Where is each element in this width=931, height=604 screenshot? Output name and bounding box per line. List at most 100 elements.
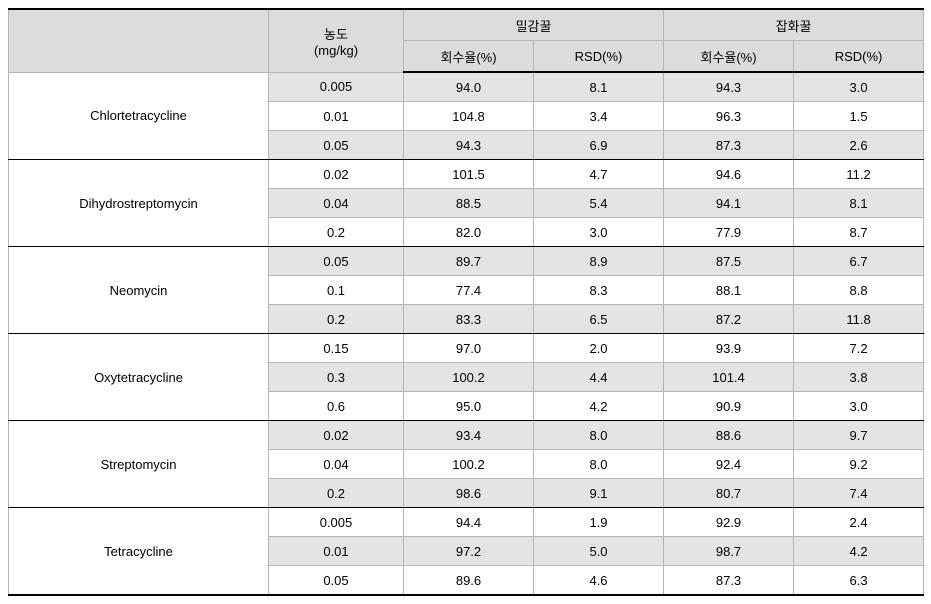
compound-name: Chlortetracycline xyxy=(9,72,269,160)
cell-rsd-2: 8.1 xyxy=(794,189,924,218)
cell-rsd-2: 11.2 xyxy=(794,160,924,189)
compound-name: Oxytetracycline xyxy=(9,334,269,421)
cell-rsd-2: 11.8 xyxy=(794,305,924,334)
cell-recovery-1: 97.2 xyxy=(404,537,534,566)
cell-rsd-2: 3.8 xyxy=(794,363,924,392)
cell-recovery-1: 77.4 xyxy=(404,276,534,305)
cell-recovery-2: 94.3 xyxy=(664,72,794,102)
cell-recovery-2: 98.7 xyxy=(664,537,794,566)
cell-concentration: 0.05 xyxy=(269,566,404,596)
cell-rsd-2: 6.3 xyxy=(794,566,924,596)
cell-concentration: 0.6 xyxy=(269,392,404,421)
cell-recovery-2: 80.7 xyxy=(664,479,794,508)
recovery-table: 농도 (mg/kg) 밀감꿀 잡화꿀 회수율(%) RSD(%) 회수율(%) … xyxy=(8,8,924,596)
cell-concentration: 0.2 xyxy=(269,218,404,247)
cell-recovery-2: 96.3 xyxy=(664,102,794,131)
cell-rsd-1: 8.0 xyxy=(534,421,664,450)
cell-rsd-1: 6.5 xyxy=(534,305,664,334)
cell-concentration: 0.15 xyxy=(269,334,404,363)
cell-recovery-1: 82.0 xyxy=(404,218,534,247)
cell-concentration: 0.005 xyxy=(269,72,404,102)
cell-recovery-2: 90.9 xyxy=(664,392,794,421)
cell-concentration: 0.1 xyxy=(269,276,404,305)
cell-rsd-2: 1.5 xyxy=(794,102,924,131)
cell-rsd-1: 8.9 xyxy=(534,247,664,276)
cell-rsd-1: 3.4 xyxy=(534,102,664,131)
cell-concentration: 0.05 xyxy=(269,131,404,160)
cell-concentration: 0.04 xyxy=(269,450,404,479)
cell-rsd-2: 4.2 xyxy=(794,537,924,566)
cell-recovery-2: 87.5 xyxy=(664,247,794,276)
cell-rsd-1: 4.2 xyxy=(534,392,664,421)
header-group-2: 잡화꿀 xyxy=(664,9,924,41)
cell-recovery-2: 87.2 xyxy=(664,305,794,334)
cell-rsd-1: 4.6 xyxy=(534,566,664,596)
compound-name: Neomycin xyxy=(9,247,269,334)
cell-recovery-1: 89.6 xyxy=(404,566,534,596)
cell-recovery-1: 100.2 xyxy=(404,450,534,479)
cell-recovery-1: 94.0 xyxy=(404,72,534,102)
table-row: Dihydrostreptomycin0.02101.54.794.611.2 xyxy=(9,160,924,189)
cell-recovery-2: 88.1 xyxy=(664,276,794,305)
cell-recovery-1: 83.3 xyxy=(404,305,534,334)
header-group-1: 밀감꿀 xyxy=(404,9,664,41)
header-rsd-2: RSD(%) xyxy=(794,41,924,73)
cell-recovery-1: 97.0 xyxy=(404,334,534,363)
cell-recovery-2: 88.6 xyxy=(664,421,794,450)
cell-recovery-1: 98.6 xyxy=(404,479,534,508)
cell-rsd-1: 5.4 xyxy=(534,189,664,218)
header-conc-unit: (mg/kg) xyxy=(270,43,402,58)
cell-concentration: 0.3 xyxy=(269,363,404,392)
cell-rsd-2: 3.0 xyxy=(794,72,924,102)
cell-rsd-1: 4.4 xyxy=(534,363,664,392)
cell-rsd-1: 4.7 xyxy=(534,160,664,189)
cell-recovery-2: 92.4 xyxy=(664,450,794,479)
cell-recovery-1: 104.8 xyxy=(404,102,534,131)
cell-concentration: 0.02 xyxy=(269,160,404,189)
cell-concentration: 0.01 xyxy=(269,537,404,566)
cell-rsd-1: 2.0 xyxy=(534,334,664,363)
compound-name: Tetracycline xyxy=(9,508,269,596)
compound-name: Streptomycin xyxy=(9,421,269,508)
cell-rsd-2: 3.0 xyxy=(794,392,924,421)
cell-recovery-2: 94.1 xyxy=(664,189,794,218)
header-blank xyxy=(9,9,269,72)
cell-rsd-2: 9.7 xyxy=(794,421,924,450)
cell-concentration: 0.05 xyxy=(269,247,404,276)
cell-concentration: 0.005 xyxy=(269,508,404,537)
cell-rsd-1: 8.1 xyxy=(534,72,664,102)
cell-recovery-2: 77.9 xyxy=(664,218,794,247)
cell-recovery-1: 89.7 xyxy=(404,247,534,276)
cell-rsd-2: 8.7 xyxy=(794,218,924,247)
header-rsd-1: RSD(%) xyxy=(534,41,664,73)
cell-rsd-2: 2.6 xyxy=(794,131,924,160)
cell-concentration: 0.04 xyxy=(269,189,404,218)
cell-recovery-1: 94.3 xyxy=(404,131,534,160)
table-header: 농도 (mg/kg) 밀감꿀 잡화꿀 회수율(%) RSD(%) 회수율(%) … xyxy=(9,9,924,72)
table-row: Tetracycline0.00594.41.992.92.4 xyxy=(9,508,924,537)
header-conc-label: 농도 xyxy=(270,24,402,43)
cell-recovery-2: 87.3 xyxy=(664,566,794,596)
cell-rsd-1: 9.1 xyxy=(534,479,664,508)
cell-recovery-1: 101.5 xyxy=(404,160,534,189)
cell-rsd-1: 8.0 xyxy=(534,450,664,479)
cell-concentration: 0.2 xyxy=(269,479,404,508)
cell-concentration: 0.2 xyxy=(269,305,404,334)
cell-concentration: 0.01 xyxy=(269,102,404,131)
table-row: Chlortetracycline0.00594.08.194.33.0 xyxy=(9,72,924,102)
cell-recovery-1: 93.4 xyxy=(404,421,534,450)
cell-rsd-1: 1.9 xyxy=(534,508,664,537)
cell-recovery-1: 95.0 xyxy=(404,392,534,421)
header-concentration: 농도 (mg/kg) xyxy=(269,9,404,72)
cell-rsd-2: 7.4 xyxy=(794,479,924,508)
cell-rsd-1: 6.9 xyxy=(534,131,664,160)
cell-recovery-1: 94.4 xyxy=(404,508,534,537)
cell-recovery-2: 93.9 xyxy=(664,334,794,363)
cell-rsd-2: 2.4 xyxy=(794,508,924,537)
cell-rsd-2: 9.2 xyxy=(794,450,924,479)
cell-recovery-2: 101.4 xyxy=(664,363,794,392)
cell-rsd-2: 6.7 xyxy=(794,247,924,276)
cell-recovery-2: 87.3 xyxy=(664,131,794,160)
cell-rsd-2: 7.2 xyxy=(794,334,924,363)
cell-rsd-1: 3.0 xyxy=(534,218,664,247)
